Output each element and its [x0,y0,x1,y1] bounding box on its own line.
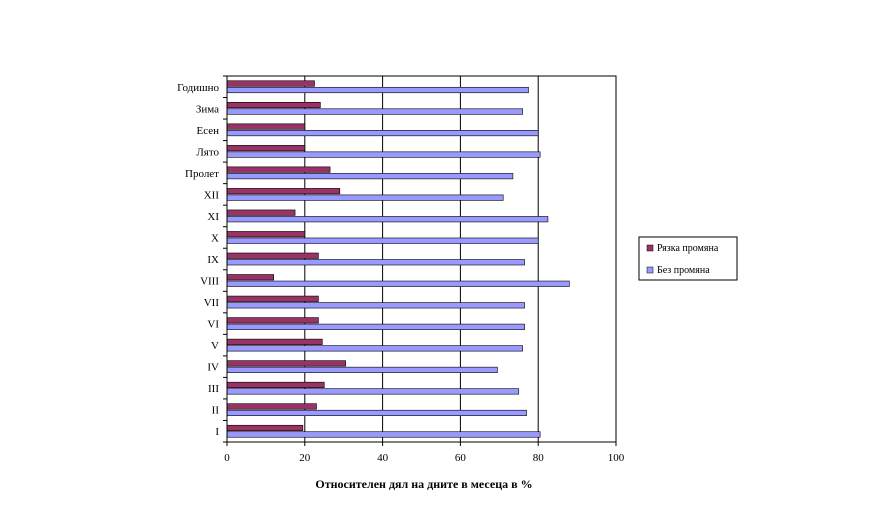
bar-sharp-change [226,145,306,152]
legend-label-no-change: Без промяна [657,265,710,276]
x-axis-title: Относителен дял на дните в месеца в % [315,477,532,491]
category-label: Зима [196,103,219,115]
x-tick-labels: 0 20 40 60 80 100 [224,452,625,464]
bar-sharp-change [226,360,346,367]
bar-no-change [226,151,541,158]
gridlines [304,76,539,442]
bar-sharp-change [226,317,319,324]
bar-no-change [226,194,504,201]
legend-box [638,236,738,281]
bar-no-change [226,431,541,438]
bar-sharp-change [226,274,274,281]
bar-sharp-change [226,166,331,173]
bar-no-change [226,280,570,287]
category-label: VII [204,297,220,309]
bar-no-change [226,323,525,330]
bar-sharp-change [226,338,323,345]
category-label: V [211,340,219,352]
bar-no-change [226,259,525,266]
bars [226,80,570,438]
bar-no-change [226,86,529,94]
bar-sharp-change [226,252,319,259]
category-labels: IIIIIIIVVVIVIIVIIIIXXXIXIIПролетЛятоЕсен… [177,82,219,438]
category-label: Пролет [185,168,219,180]
legend-label-sharp-change: Рязка промяна [657,243,719,254]
category-label: XII [204,189,220,201]
bar-sharp-change [226,403,317,410]
category-label: II [212,405,220,417]
x-tick-label: 20 [299,452,311,464]
plot-area-frame [226,75,617,443]
category-label: IX [207,254,219,266]
x-tick-label: 80 [533,452,545,464]
bar-sharp-change [226,231,306,238]
axis-ticks [223,75,617,446]
bar-no-change [226,130,539,137]
category-label: X [211,232,219,244]
bar-sharp-change [226,101,321,109]
bar-no-change [226,302,525,309]
bar-sharp-change [226,424,304,432]
category-label: III [208,383,219,395]
bar-no-change [226,409,527,417]
bar-sharp-change [226,209,296,216]
category-label: Есен [196,125,219,137]
bar-no-change [226,108,523,115]
bar-sharp-change [226,123,306,130]
legend: Рязка промяна Без промяна [638,236,738,281]
category-label: IV [207,362,219,374]
category-label: VIII [200,276,219,288]
bar-no-change [226,237,539,244]
category-label: Годишно [177,82,219,94]
x-tick-label: 0 [224,452,230,464]
bar-sharp-change [226,188,341,195]
bar-no-change [226,345,523,352]
category-label: XI [207,211,219,223]
x-tick-label: 40 [377,452,389,464]
bar-no-change [226,388,520,395]
bar-sharp-change [226,381,325,388]
legend-swatch-no-change [646,266,654,274]
x-tick-label: 60 [455,452,467,464]
bar-sharp-change [226,295,319,302]
category-label: I [215,426,219,438]
category-label: VI [207,319,219,331]
x-tick-label: 100 [608,452,625,464]
bar-no-change [226,216,549,223]
bar-no-change [226,173,514,180]
bar-no-change [226,366,498,373]
category-label: Лято [196,146,219,158]
legend-swatch-sharp-change [646,244,654,252]
bar-sharp-change [226,80,315,87]
